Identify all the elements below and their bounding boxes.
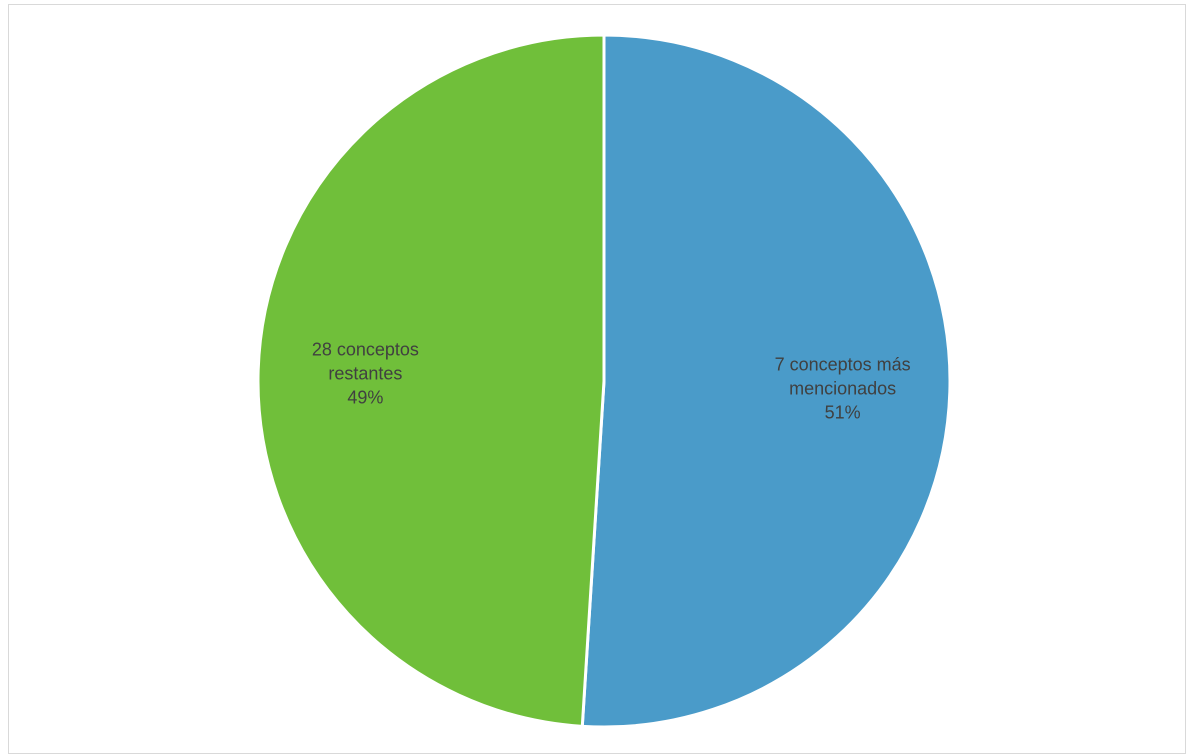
labels-layer: 7 conceptos más mencionados 51% 28 concepto… — [312, 340, 911, 423]
slice-category-label: 28 conceptos — [312, 340, 419, 360]
slice-category-label: mencionados — [789, 378, 896, 398]
slice-data-label-1: 28 conceptos restantes 49% — [312, 340, 419, 408]
slice-category-label: 7 conceptos más — [775, 354, 911, 374]
slice-category-label: restantes — [328, 364, 402, 384]
pie-slice-1 — [256, 33, 606, 728]
slice-percent-label: 51% — [825, 402, 861, 422]
slices-layer — [256, 33, 952, 729]
pie-slice-0 — [580, 33, 952, 729]
slice-percent-label: 49% — [347, 388, 383, 408]
slice-data-label-0: 7 conceptos más mencionados 51% — [775, 354, 911, 422]
